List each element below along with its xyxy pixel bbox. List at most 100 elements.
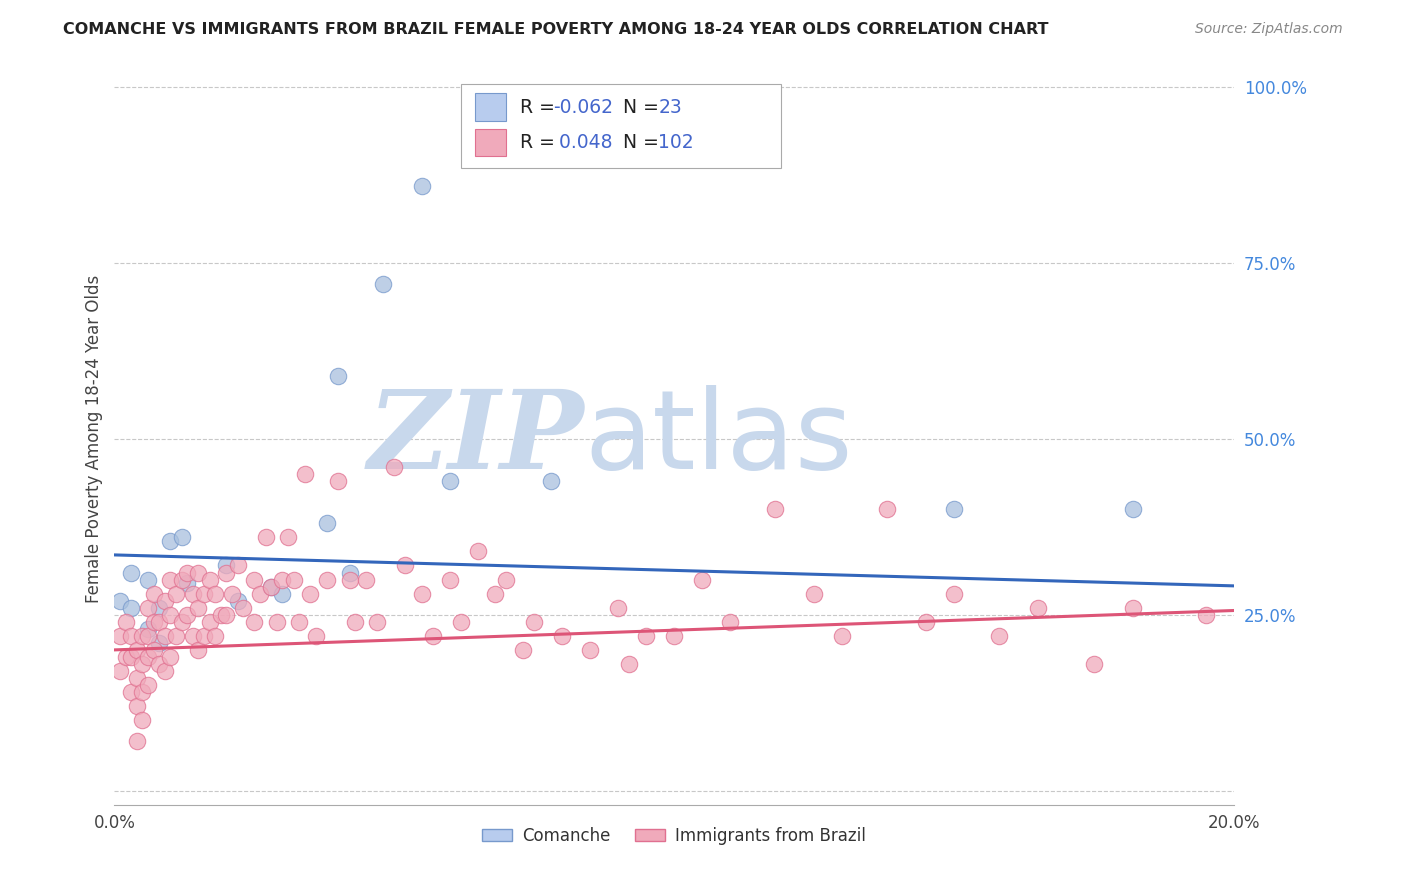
Point xyxy=(114,615,136,629)
Point xyxy=(125,643,148,657)
Point xyxy=(540,474,562,488)
Point xyxy=(108,593,131,607)
Text: 102: 102 xyxy=(658,133,695,152)
Point xyxy=(148,657,170,671)
Point xyxy=(187,600,209,615)
Point xyxy=(136,678,159,692)
Text: -0.062: -0.062 xyxy=(553,98,613,117)
Point xyxy=(170,573,193,587)
Point xyxy=(159,533,181,548)
Point xyxy=(181,586,204,600)
Point xyxy=(718,615,741,629)
Point xyxy=(153,629,176,643)
Point xyxy=(294,467,316,481)
Point xyxy=(316,516,339,531)
Text: COMANCHE VS IMMIGRANTS FROM BRAZIL FEMALE POVERTY AMONG 18-24 YEAR OLDS CORRELAT: COMANCHE VS IMMIGRANTS FROM BRAZIL FEMAL… xyxy=(63,22,1049,37)
Point xyxy=(204,586,226,600)
Point xyxy=(125,734,148,748)
Point xyxy=(136,629,159,643)
Point xyxy=(467,544,489,558)
Point xyxy=(193,629,215,643)
FancyBboxPatch shape xyxy=(461,84,780,168)
Point xyxy=(159,573,181,587)
Point xyxy=(328,474,350,488)
Point xyxy=(277,530,299,544)
Point xyxy=(187,643,209,657)
Point xyxy=(243,615,266,629)
Point xyxy=(943,502,966,516)
Point xyxy=(260,580,283,594)
Point xyxy=(249,586,271,600)
Point xyxy=(328,368,350,383)
Point xyxy=(344,615,367,629)
Point xyxy=(181,629,204,643)
Point xyxy=(120,629,142,643)
Point xyxy=(170,615,193,629)
Point xyxy=(187,566,209,580)
Point xyxy=(987,629,1010,643)
Point xyxy=(339,566,361,580)
Point xyxy=(254,530,277,544)
Point xyxy=(215,607,238,622)
Point xyxy=(136,649,159,664)
Point xyxy=(439,573,461,587)
Point xyxy=(1083,657,1105,671)
Point xyxy=(339,573,361,587)
Point xyxy=(662,629,685,643)
Point xyxy=(439,474,461,488)
Point xyxy=(484,586,506,600)
Point xyxy=(243,573,266,587)
Point xyxy=(153,664,176,678)
Point xyxy=(148,600,170,615)
Text: N =: N = xyxy=(623,133,665,152)
Point xyxy=(551,629,574,643)
Point xyxy=(176,607,198,622)
Point xyxy=(876,502,898,516)
Point xyxy=(142,615,165,629)
Point xyxy=(271,573,294,587)
Point xyxy=(271,586,294,600)
Point xyxy=(288,615,311,629)
Point xyxy=(204,629,226,643)
Point xyxy=(382,460,405,475)
Point xyxy=(366,615,388,629)
Point xyxy=(215,558,238,573)
Point xyxy=(131,657,153,671)
Point xyxy=(131,713,153,727)
Point xyxy=(131,629,153,643)
Point xyxy=(176,576,198,591)
Point xyxy=(108,664,131,678)
Point xyxy=(512,643,534,657)
Point xyxy=(226,558,249,573)
Point xyxy=(176,566,198,580)
Point xyxy=(831,629,853,643)
Point xyxy=(148,615,170,629)
Point xyxy=(209,607,232,622)
FancyBboxPatch shape xyxy=(475,128,506,156)
Point xyxy=(170,530,193,544)
Point xyxy=(1122,600,1144,615)
Point xyxy=(1122,502,1144,516)
Point xyxy=(125,699,148,714)
Point xyxy=(411,178,433,193)
Point xyxy=(148,636,170,650)
Point xyxy=(316,573,339,587)
Point xyxy=(120,685,142,699)
Point xyxy=(198,573,221,587)
Y-axis label: Female Poverty Among 18-24 Year Olds: Female Poverty Among 18-24 Year Olds xyxy=(86,275,103,603)
Text: R =: R = xyxy=(520,98,561,117)
Point xyxy=(266,615,288,629)
Point xyxy=(193,586,215,600)
Point xyxy=(165,586,187,600)
Point xyxy=(371,277,394,291)
Point xyxy=(607,600,630,615)
Point xyxy=(108,629,131,643)
Point xyxy=(120,649,142,664)
Point xyxy=(943,586,966,600)
Point xyxy=(283,573,305,587)
Point xyxy=(221,586,243,600)
Point xyxy=(1195,607,1218,622)
Text: N =: N = xyxy=(623,98,665,117)
Point xyxy=(422,629,444,643)
Point xyxy=(114,649,136,664)
